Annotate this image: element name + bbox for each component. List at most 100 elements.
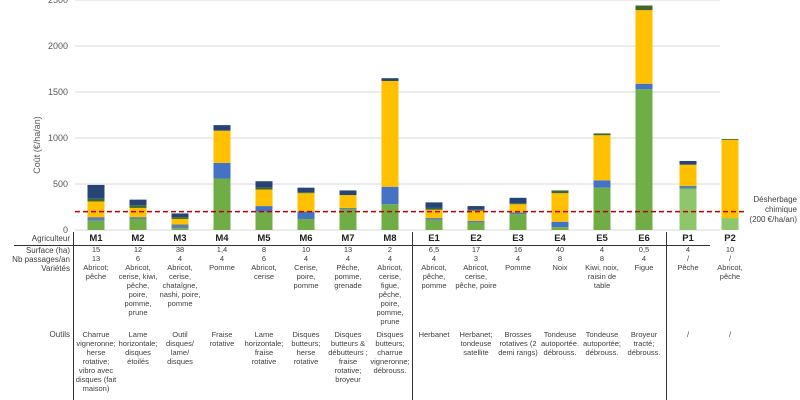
farmer-id: E3 xyxy=(512,233,524,244)
y-tick-label: 2000 xyxy=(48,41,68,51)
bar-segment-M3-segment-steel xyxy=(171,224,189,229)
passages-value: 4 xyxy=(387,254,393,263)
table-column-M6: M6 10 4 Cerise, poire, pomme xyxy=(285,232,327,290)
bar-segment-M1-segment-green xyxy=(87,220,105,230)
reference-label-line: chimique xyxy=(765,205,798,214)
bar-segment-E3-segment-olive xyxy=(509,203,527,205)
varieties-value: Cerise, poire, pomme xyxy=(293,263,319,290)
tools-value-P1: / xyxy=(686,330,690,339)
bar-segment-M8-segment-blue xyxy=(381,186,399,205)
bar-segment-P1-segment-green xyxy=(679,188,697,230)
bar-segment-M7-segment-navy xyxy=(339,190,357,196)
bar-segment-P1-segment-yellow xyxy=(679,164,697,186)
bar-segment-M8-segment-navy xyxy=(381,78,399,81)
tools-value-E3: Brosses rotatives (2 demi rangs) xyxy=(498,330,538,357)
reference-label-line: (200 €/ha/an) xyxy=(749,215,797,224)
bar-segment-M2-segment-olive xyxy=(129,205,147,208)
y-axis-label: Coût (€/ha/an) xyxy=(32,116,42,174)
bar-E2 xyxy=(467,206,485,230)
bar-P2 xyxy=(721,138,739,230)
farmer-id: E1 xyxy=(428,233,440,244)
table-column-M3: M3 38 4 Abricot, cerise, chataîgne, nashi, … xyxy=(159,232,201,308)
varieties-value: Abricot, pêche xyxy=(717,263,743,281)
passages-value: 8 xyxy=(599,254,605,263)
passages-value: 4 xyxy=(641,254,647,263)
farmer-id: M6 xyxy=(299,233,313,244)
surface-value: 2 xyxy=(387,245,393,254)
bar-segment-M8-segment-green xyxy=(381,204,399,230)
bar-E5 xyxy=(593,133,611,230)
table-divider-m-e xyxy=(412,232,413,400)
bar-segment-E4-segment-yellow xyxy=(551,193,569,222)
bar-segment-E1-segment-olive xyxy=(425,207,443,210)
bar-segment-E2-segment-green xyxy=(467,222,485,230)
varieties-value: Pêche xyxy=(677,263,699,272)
surface-value: 6,5 xyxy=(428,245,440,254)
passages-value: 4 xyxy=(303,254,309,263)
bar-segment-E1-segment-steel xyxy=(425,218,443,220)
bar-P1 xyxy=(679,161,697,230)
surface-value: 0,5 xyxy=(638,245,650,254)
farmer-id: E6 xyxy=(638,233,650,244)
bar-segment-E2-segment-navy xyxy=(467,206,485,210)
table-column-P2: P2 10/Abricot, pêche xyxy=(709,232,751,281)
bar-segment-E1-segment-yellow xyxy=(425,209,443,219)
bar-segment-P1-segment-steel xyxy=(679,185,697,189)
bar-segment-E5-segment-olive xyxy=(593,133,611,136)
bar-segment-M5-segment-blue xyxy=(255,206,273,212)
bar-M8 xyxy=(381,78,399,230)
bar-M2 xyxy=(129,199,147,230)
table-column-E6: E6 0,5 4 Figue xyxy=(623,232,665,272)
table-column-P1: P1 4/Pêche xyxy=(667,232,709,272)
bar-segment-M2-segment-green xyxy=(129,218,147,230)
bar-segment-M6-segment-yellow xyxy=(297,193,315,212)
bar-segment-M5-segment-yellow xyxy=(255,189,273,207)
table-column-E1: E1 6,5 4 Abricot, pêche, pomme xyxy=(413,232,455,290)
bar-segment-E2-segment-olive xyxy=(467,209,485,211)
bar-segment-E2-segment-steel xyxy=(467,220,485,223)
bar-segment-M3-segment-green xyxy=(171,228,189,230)
passages-value: 4 xyxy=(345,254,351,263)
passages-value: 4 xyxy=(219,254,225,263)
varieties-value: Pomme xyxy=(505,263,531,272)
bar-segment-M5-segment-green xyxy=(255,211,273,230)
stacked-bar-chart: 0 500 1000 1500 2000 2500 Coût (€/ha/an) Désh… xyxy=(32,0,798,235)
varieties-value: Noix xyxy=(552,263,568,272)
y-tick-label: 0 xyxy=(63,225,68,235)
table-column-M2: M2 12 6 Abricot, cerise, kiwi, pêche, poire… xyxy=(117,232,159,317)
y-tick-label: 2500 xyxy=(48,0,68,5)
bar-M6 xyxy=(297,187,315,230)
table-column-M5: M5 8 6 Abricot, cerise xyxy=(243,232,285,281)
bar-segment-P2-segment-olive xyxy=(721,138,739,140)
tools-value-P2: / xyxy=(728,330,732,339)
bar-segment-M7-segment-yellow xyxy=(339,195,357,208)
surface-value: 15 xyxy=(91,245,101,254)
bar-segment-E3-segment-navy xyxy=(509,197,527,204)
bar-segment-M6-segment-blue xyxy=(297,211,315,219)
surface-value: 13 xyxy=(343,245,353,254)
bar-segment-M2-segment-steel xyxy=(129,217,147,219)
bar-segment-E1-segment-navy xyxy=(425,202,443,208)
bar-segment-M6-segment-navy xyxy=(297,187,315,193)
surface-value: 4 xyxy=(599,245,605,254)
bar-segment-M6-segment-olive xyxy=(297,192,315,194)
farmer-id: M2 xyxy=(131,233,145,244)
varieties-value: Abricot, cerise, pêche, poire xyxy=(455,263,497,290)
bar-segment-E2-segment-yellow xyxy=(467,210,485,221)
tools-value-M2: Lame horizontale; disques étoilés xyxy=(118,330,158,366)
surface-value: 12 xyxy=(133,245,143,254)
bar-segment-M7-segment-blue xyxy=(339,207,357,209)
bar-segment-E5-segment-green xyxy=(593,187,611,230)
varieties-value: Pêche, pomme, grenade xyxy=(334,263,362,290)
farmer-id: E2 xyxy=(470,233,482,244)
row-label-surface: Surface (ha) xyxy=(25,246,70,255)
y-tick-label: 1000 xyxy=(48,133,68,143)
bar-segment-M7-segment-green xyxy=(339,208,357,230)
bar-M7 xyxy=(339,190,357,230)
bar-E6 xyxy=(635,5,653,231)
bar-segment-P2-segment-yellow xyxy=(721,139,739,219)
varieties-value: Abricot, cerise, figue, pêche, poire, po… xyxy=(376,263,404,326)
bar-segment-M4-segment-navy xyxy=(213,125,231,131)
table-column-M8: M8 2 4 Abricot, cerise, figue, pêche, poire… xyxy=(369,232,411,326)
